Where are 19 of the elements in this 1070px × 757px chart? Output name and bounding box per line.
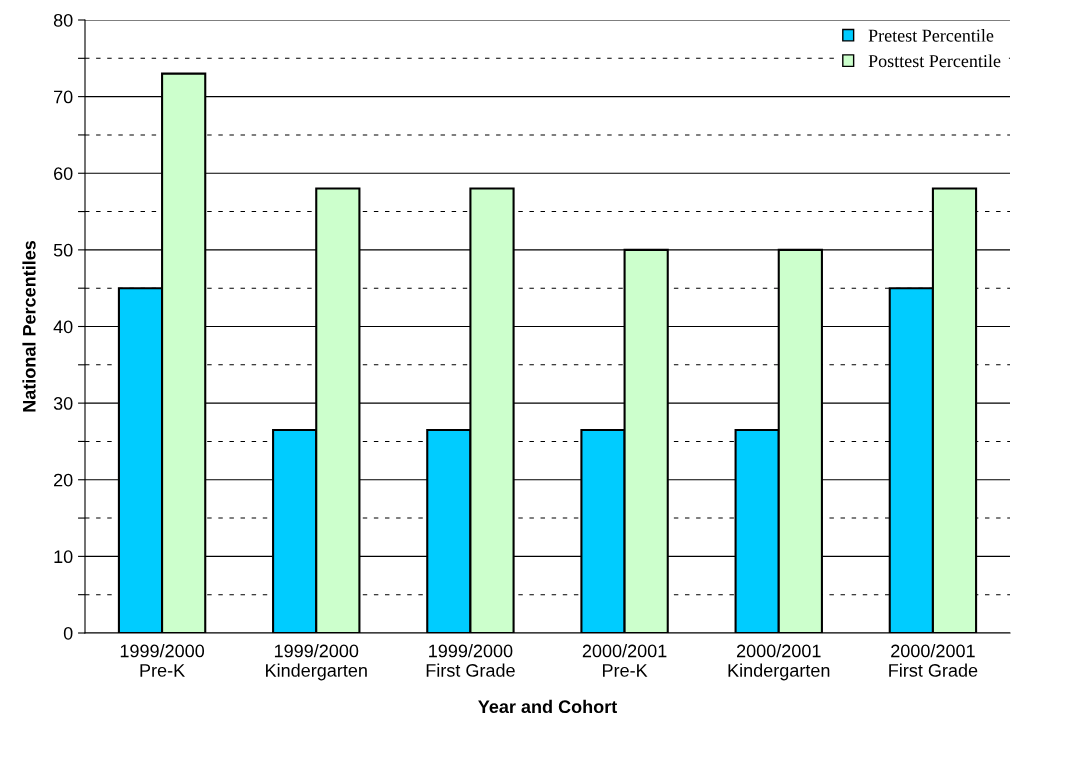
x-tick-label: 1999/2000 Pre-K	[120, 644, 205, 677]
y-tick-label: 40	[53, 320, 73, 334]
legend-label: Pretest Percentile	[868, 29, 994, 42]
y-tick-label: 70	[54, 90, 73, 104]
y-tick-label: 50	[53, 243, 73, 257]
x-tick-label: 2000/2001 Kindergarten	[728, 644, 830, 681]
x-tick-label: 1999/2000 Kindergarten	[266, 644, 367, 681]
y-axis-title: National Percentiles	[22, 240, 36, 412]
x-tick-label: 2000/2001 First Grade	[889, 644, 978, 677]
y-tick-label: 60	[54, 167, 73, 180]
y-tick-label: 30	[53, 397, 73, 410]
y-tick-label: 80	[53, 13, 73, 27]
legend-label: Posttest Percentile	[868, 54, 1001, 68]
x-tick-label: 1999/2000 First Grade	[426, 644, 515, 677]
y-tick-label: 0	[63, 626, 73, 640]
y-tick-label: 10	[54, 550, 73, 564]
x-axis-title: Year and Cohort	[478, 699, 618, 714]
y-tick-label: 20	[54, 473, 73, 487]
x-tick-label: 2000/2001 Pre-K	[582, 644, 667, 677]
